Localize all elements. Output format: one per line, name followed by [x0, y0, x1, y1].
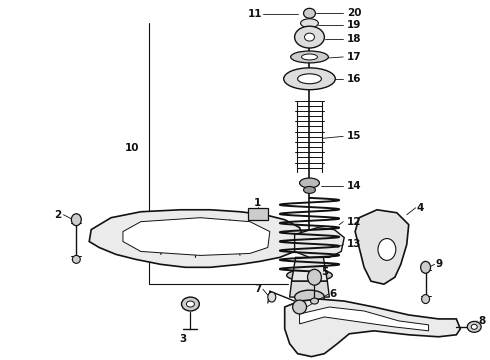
Text: 3: 3: [179, 334, 186, 344]
Ellipse shape: [72, 214, 81, 226]
Text: 7: 7: [254, 284, 262, 294]
Polygon shape: [292, 257, 327, 281]
Ellipse shape: [308, 269, 321, 285]
Text: 13: 13: [347, 239, 362, 249]
Polygon shape: [355, 210, 409, 284]
Polygon shape: [294, 228, 344, 257]
Text: 15: 15: [347, 131, 362, 141]
Ellipse shape: [303, 186, 316, 193]
Ellipse shape: [181, 297, 199, 311]
Ellipse shape: [299, 178, 319, 188]
Text: 2: 2: [54, 210, 61, 220]
Ellipse shape: [301, 54, 318, 60]
Ellipse shape: [293, 300, 307, 314]
Text: 1: 1: [254, 198, 262, 208]
Ellipse shape: [294, 290, 324, 304]
Ellipse shape: [300, 19, 318, 28]
Ellipse shape: [305, 33, 315, 41]
Text: 17: 17: [347, 52, 362, 62]
Text: 5: 5: [321, 267, 329, 277]
Polygon shape: [248, 208, 268, 220]
Ellipse shape: [467, 321, 481, 332]
Ellipse shape: [297, 74, 321, 84]
Ellipse shape: [187, 301, 195, 307]
Polygon shape: [290, 281, 329, 297]
Polygon shape: [123, 218, 270, 255]
Ellipse shape: [291, 51, 328, 63]
Ellipse shape: [420, 261, 431, 273]
Ellipse shape: [378, 239, 396, 260]
Polygon shape: [285, 299, 460, 357]
Text: 12: 12: [347, 217, 362, 227]
Text: 14: 14: [347, 181, 362, 191]
Ellipse shape: [421, 294, 430, 303]
Text: 6: 6: [329, 289, 337, 299]
Ellipse shape: [303, 8, 316, 18]
Text: 8: 8: [478, 316, 486, 326]
Text: 18: 18: [347, 34, 362, 44]
Text: 10: 10: [124, 143, 139, 153]
Ellipse shape: [284, 68, 335, 90]
Ellipse shape: [294, 26, 324, 48]
Text: 4: 4: [416, 203, 424, 213]
Text: 9: 9: [436, 259, 442, 269]
Text: 19: 19: [347, 20, 362, 30]
Text: 16: 16: [347, 74, 362, 84]
Ellipse shape: [268, 292, 276, 302]
Polygon shape: [89, 210, 305, 267]
Ellipse shape: [287, 269, 332, 281]
Text: 11: 11: [247, 9, 262, 19]
Ellipse shape: [73, 255, 80, 264]
Ellipse shape: [311, 298, 319, 304]
Polygon shape: [299, 307, 429, 331]
Text: 20: 20: [347, 8, 362, 18]
Ellipse shape: [471, 324, 477, 329]
